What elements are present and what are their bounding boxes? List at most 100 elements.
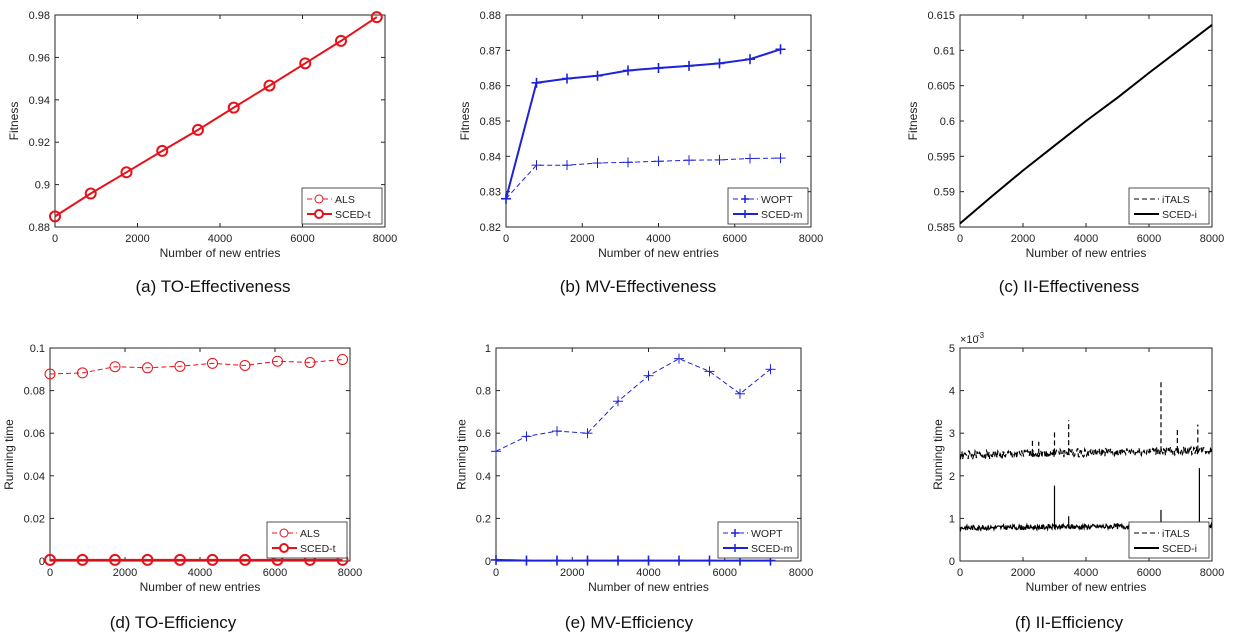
chart-c-legend-box (1128, 187, 1210, 225)
chart-c-legend-label: iTALS (1162, 194, 1190, 206)
chart-panel-e: 0 2000 4000 6000 8000 0 0.2 0.4 0.6 0.8 1 Number of… (413, 320, 826, 640)
chart-e-legend-label: SCED-m (751, 543, 793, 555)
chart-e-legend: WOPT SCED-m (717, 521, 799, 559)
chart-c-ytick-label: 0.585 (927, 222, 955, 234)
chart-d-series-0-point (142, 362, 153, 374)
chart-a-legend-item: ALS (307, 194, 355, 206)
chart-c-ytick-label: 0.6 (940, 116, 955, 128)
chart-a-series-1-point (84, 187, 97, 200)
chart-c-legend-label: SCED-i (1162, 209, 1197, 221)
chart-a-ytick-label: 0.92 (29, 137, 50, 149)
chart-b-ytick-label: 0.85 (480, 116, 501, 128)
chart-f-ytick-label: 4 (949, 386, 955, 398)
chart-b-series-0-point (653, 156, 664, 167)
chart-e-xtick-label: 8000 (789, 567, 813, 579)
chart-a-legend: ALS SCED-t (301, 187, 383, 225)
chart-e-ytick-label: 0.4 (476, 471, 491, 483)
chart-a-legend-marker (314, 194, 324, 204)
chart-d-series-1-point (239, 553, 251, 566)
chart-c-xtick-label: 6000 (1137, 233, 1161, 245)
chart-f-ytick-label: 0 (949, 556, 955, 568)
chart-d-xtick-label: 4000 (188, 567, 212, 579)
chart-a-series-1-point (299, 57, 312, 70)
chart-e-series-0-point (521, 431, 532, 442)
chart-c-legend: iTALS SCED-i (1128, 187, 1210, 225)
chart-b-series-0-point (745, 153, 755, 164)
chart-d-legend-label: SCED-t (300, 543, 336, 555)
chart-e-series-0-point (674, 353, 684, 364)
chart-b-ytick-label: 0.88 (480, 10, 501, 22)
chart-e-ytick-label: 0.2 (476, 513, 491, 525)
chart-e-ylabel: Running time (454, 419, 468, 490)
chart-b-ytick-label: 0.83 (480, 187, 501, 199)
chart-b-ytick-label: 0.84 (480, 151, 501, 163)
chart-d-xlabel: Number of new entries (140, 580, 261, 594)
chart-d-series-1-point (206, 553, 219, 566)
chart-f-xtick-label: 2000 (1011, 567, 1035, 579)
chart-a-xtick-label: 2000 (125, 233, 149, 245)
chart-d-legend: ALS SCED-t (266, 521, 348, 559)
chart-d-xtick-label: 6000 (263, 567, 287, 579)
chart-svg-b: 0 2000 4000 6000 8000 0.82 0.83 0.84 0.85 0.86 0.8… (458, 10, 823, 260)
chart-d-series-1-point (141, 553, 154, 566)
chart-f-legend-item: SCED-i (1134, 543, 1197, 555)
chart-d-series-0-point (271, 355, 283, 367)
chart-b-ytick-label: 0.86 (480, 81, 501, 93)
chart-b-xtick-label: 4000 (646, 233, 670, 245)
chart-a-ytick-label: 0.9 (35, 180, 50, 192)
caption-d: (d) TO-Efficiency (109, 613, 237, 632)
chart-b-ylabel: Fitness (458, 102, 472, 141)
chart-e-series-1-point (491, 554, 501, 565)
chart-e-xtick-label: 6000 (713, 567, 737, 579)
chart-e-series-1-point (582, 555, 593, 566)
chart-e-xtick-label: 4000 (636, 567, 660, 579)
chart-e-ytick-label: 0.6 (476, 428, 491, 440)
chart-a-ytick-label: 0.88 (29, 222, 50, 234)
chart-c-series-1-line (959, 24, 1213, 225)
chart-a-series-1-point (156, 144, 169, 157)
chart-d-ytick-label: 0.02 (24, 513, 45, 525)
chart-d-legend-item: SCED-t (272, 543, 336, 555)
chart-c-xtick-label: 0 (957, 233, 963, 245)
chart-a-series-1-point (49, 210, 61, 223)
chart-d-xtick-label: 0 (47, 567, 53, 579)
chart-e-series-1-point (674, 555, 684, 566)
chart-a-ytick-label: 0.98 (29, 10, 50, 22)
chart-f-legend-label: SCED-i (1162, 543, 1197, 555)
chart-b-series-1-point (745, 54, 755, 65)
chart-b-series-0-point (531, 160, 542, 171)
chart-a-legend-label: SCED-t (335, 209, 371, 221)
chart-e-series-0-point (491, 446, 501, 457)
chart-svg-e: 0 2000 4000 6000 8000 0 0.2 0.4 0.6 0.8 1 Number of… (454, 343, 813, 594)
chart-d-xtick-label: 8000 (338, 567, 362, 579)
chart-f-ytick-label: 2 (949, 471, 955, 483)
chart-b-legend-box (727, 187, 809, 225)
chart-svg-c: 0 2000 4000 6000 8000 0.585 0.59 0.595 0.6 0.605 0… (906, 10, 1224, 260)
chart-d-series-1-point (173, 553, 186, 566)
chart-a-legend-box (301, 187, 383, 225)
chart-b-xlabel: Number of new entries (598, 246, 719, 260)
chart-d-ytick-label: 0.04 (24, 471, 45, 483)
chart-c-ytick-label: 0.595 (927, 151, 955, 163)
chart-f-xtick-label: 4000 (1074, 567, 1098, 579)
chart-e-xtick-label: 2000 (560, 567, 584, 579)
chart-a-series-1-line (54, 16, 378, 218)
chart-d-ytick-label: 0.06 (24, 428, 45, 440)
chart-d-series-0-point (76, 367, 88, 379)
chart-a-series-1-point (263, 79, 276, 92)
chart-a-series-1-point (334, 34, 347, 47)
chart-a-xtick-label: 6000 (290, 233, 314, 245)
chart-a-legend-item: SCED-t (307, 209, 371, 221)
chart-d-ytick-label: 0.08 (24, 386, 45, 398)
chart-b-legend-item: SCED-m (733, 209, 803, 221)
chart-b-xtick-label: 0 (503, 233, 509, 245)
chart-f-exponent-label: ×10 (960, 334, 979, 346)
chart-f-xlabel: Number of new entries (1026, 580, 1147, 594)
chart-c-ytick-label: 0.59 (934, 187, 955, 199)
chart-b-series-1-point (501, 193, 511, 204)
chart-c-legend-item: SCED-i (1134, 209, 1197, 221)
chart-d-series-0-point (206, 357, 218, 369)
chart-a-series-1-point (120, 166, 133, 179)
chart-d-series-0-point (337, 354, 348, 366)
chart-d-legend-marker (279, 543, 289, 553)
